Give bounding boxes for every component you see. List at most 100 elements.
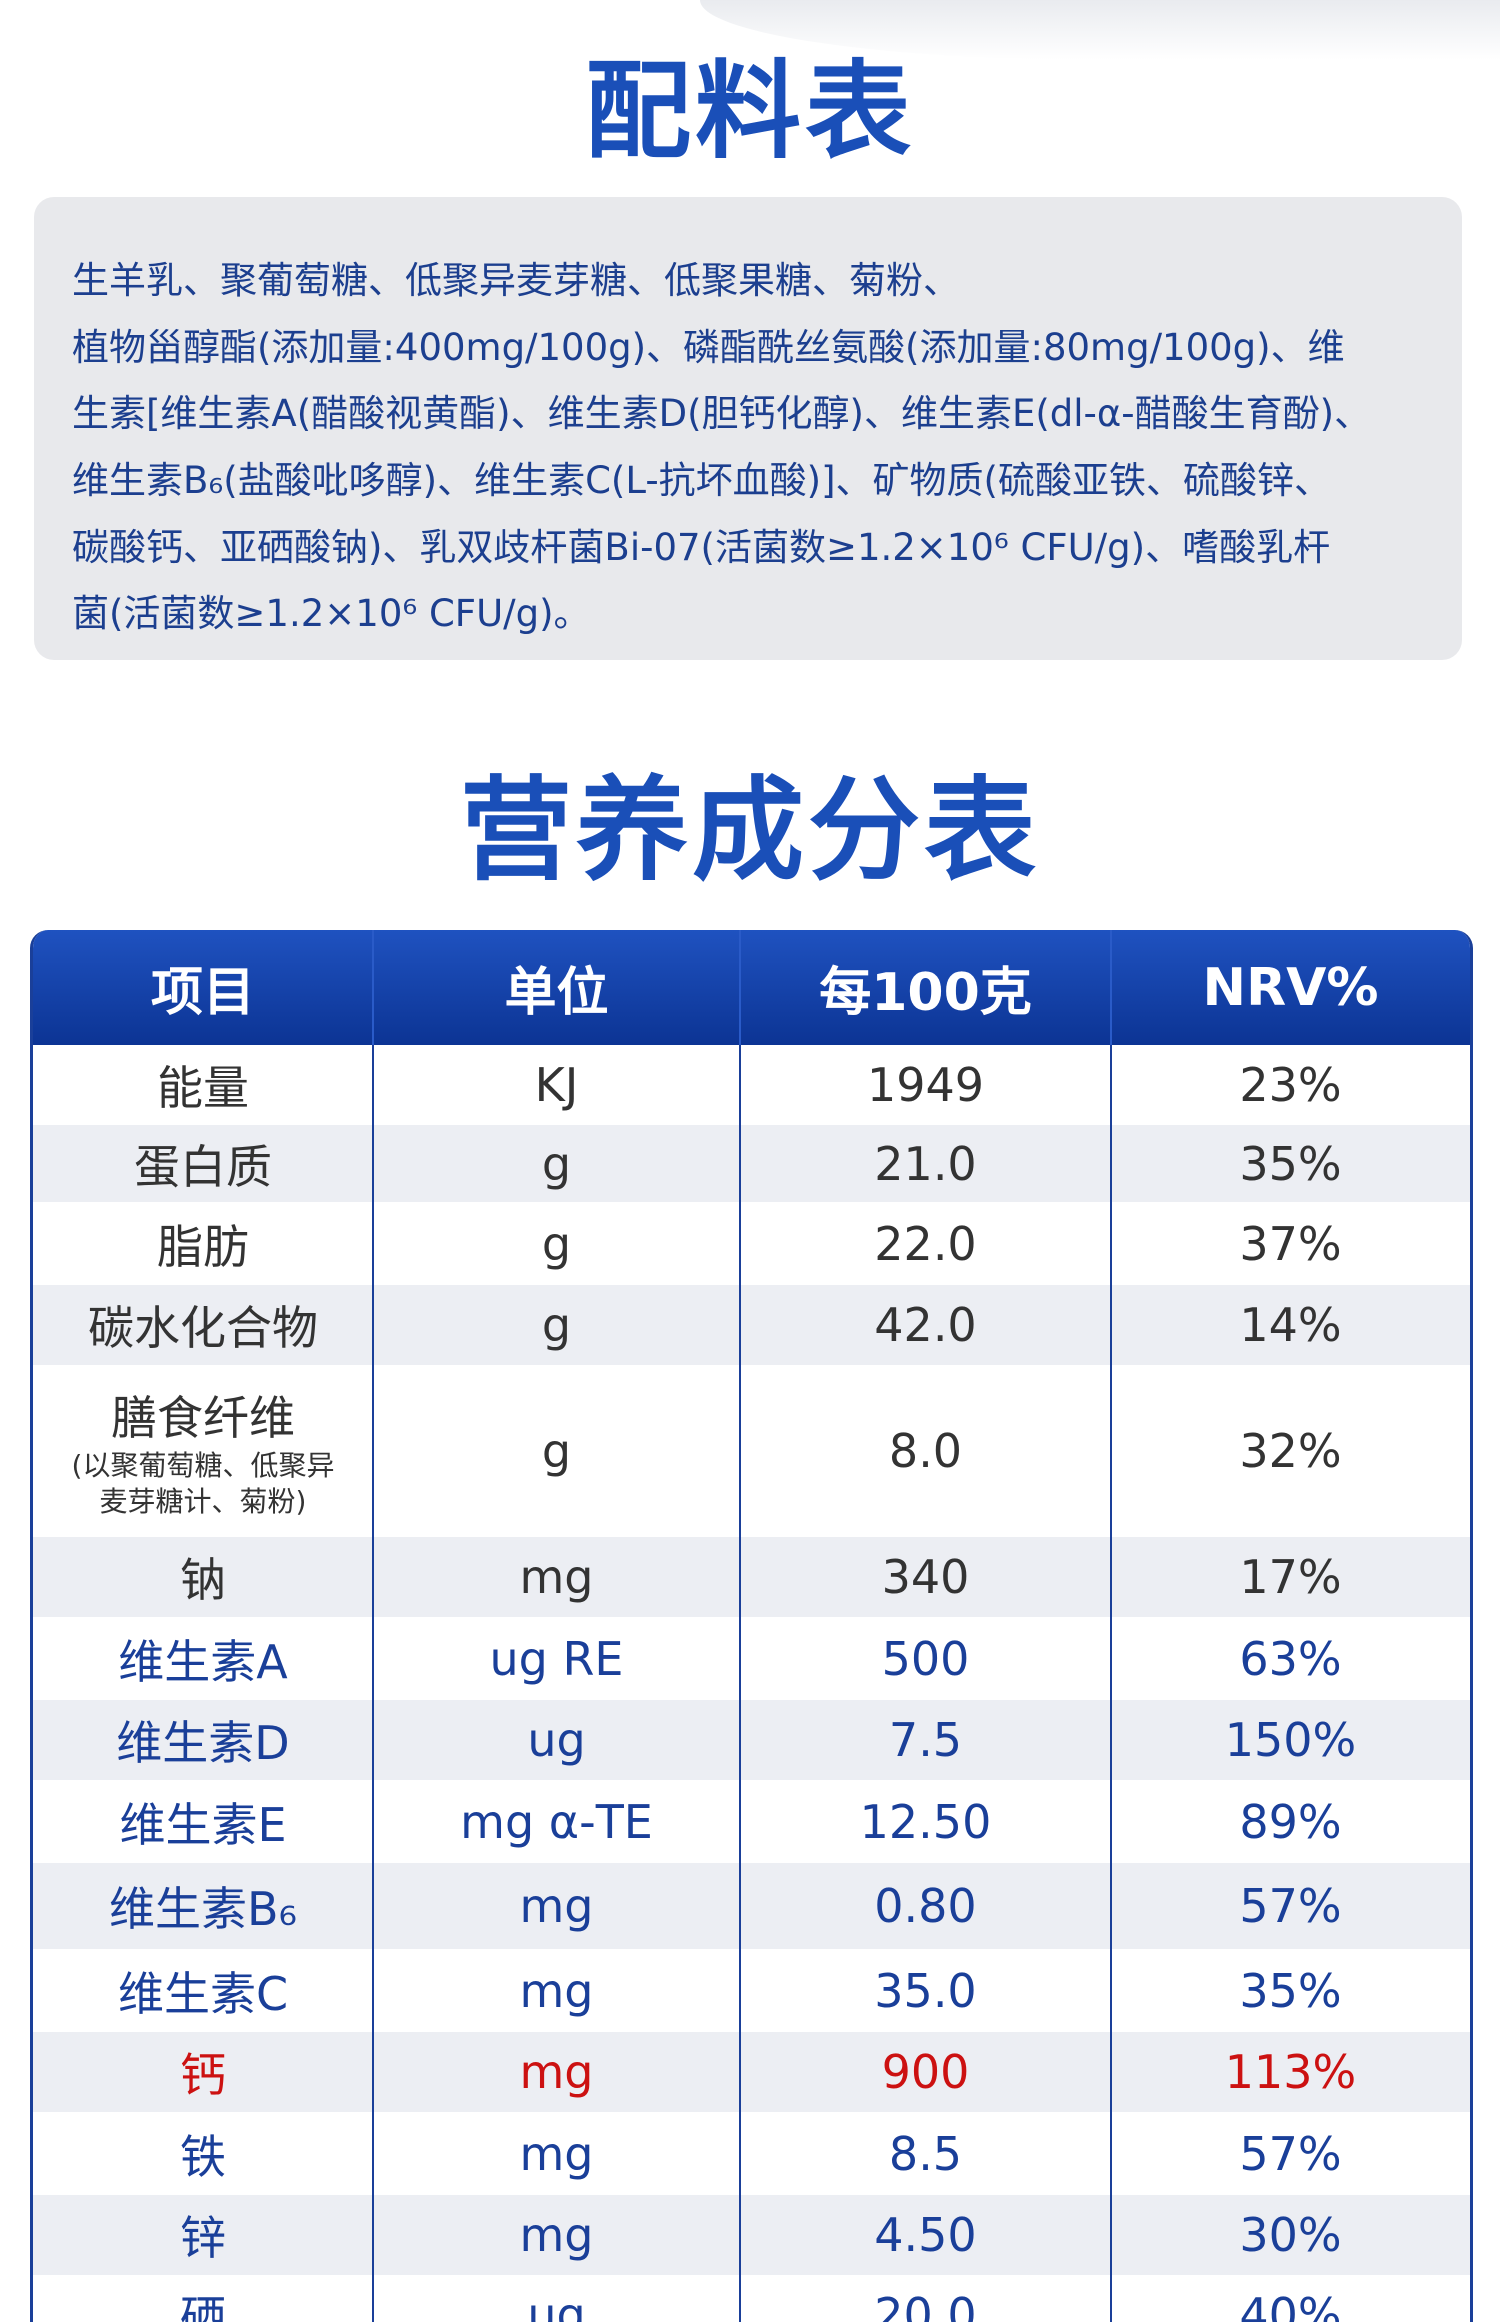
column-divider — [372, 2032, 374, 2112]
cell-note: (以聚葡萄糖、低聚异麦芽糖计、菊粉) — [71, 1449, 335, 1518]
table-cell: 7.5 — [740, 1700, 1111, 1780]
cell-text: 能量 — [157, 1061, 249, 1115]
table-cell: mg — [373, 1949, 740, 2032]
table-cell: 37% — [1111, 1202, 1470, 1285]
table-cell: 57% — [1111, 2112, 1470, 2195]
table-cell: 35% — [1111, 1949, 1470, 2032]
cell-text: mg — [519, 1879, 594, 1933]
cell-text: 12.50 — [859, 1794, 992, 1849]
cell-text: 钙 — [180, 2048, 226, 2102]
column-divider — [372, 1365, 374, 1537]
cell-text: mg — [519, 1550, 594, 1604]
table-cell: mg — [373, 2195, 740, 2275]
cell-text: 20.0 — [874, 2288, 977, 2322]
cell-text: 57% — [1239, 1879, 1342, 1933]
cell-text: 42.0 — [874, 1298, 977, 1352]
column-divider — [1110, 1202, 1112, 1285]
cell-text: 57% — [1239, 2126, 1342, 2181]
column-divider — [1110, 1863, 1112, 1949]
nutrition-title: 营养成分表 — [460, 766, 1040, 896]
cell-text: mg — [519, 2208, 594, 2262]
cell-text: 4.50 — [874, 2208, 977, 2262]
cell-text: 37% — [1239, 1216, 1342, 1271]
cell-text: 900 — [881, 2045, 970, 2099]
cell-text: 150% — [1224, 1713, 1357, 1767]
table-cell: mg — [373, 1537, 740, 1617]
column-divider — [1110, 1285, 1112, 1365]
table-row: 维生素E mg α-TE 12.50 89% — [33, 1780, 1470, 1863]
cell-text: ug RE — [489, 1631, 624, 1686]
table-cell: 40% — [1111, 2275, 1470, 2322]
column-divider — [1110, 1537, 1112, 1617]
column-divider — [739, 2195, 741, 2275]
cell-text: 8.5 — [888, 2126, 963, 2181]
table-cell: 钙 — [33, 2032, 373, 2112]
column-divider — [372, 1202, 374, 1285]
table-cell: 维生素A — [33, 1617, 373, 1700]
table-cell: 膳食纤维 (以聚葡萄糖、低聚异麦芽糖计、菊粉) — [33, 1365, 373, 1537]
column-divider — [1110, 2112, 1112, 2195]
column-divider — [1110, 2275, 1112, 2322]
cell-text: 蛋白质 — [134, 1139, 272, 1194]
table-cell: 150% — [1111, 1700, 1470, 1780]
cell-text: 铁 — [180, 2129, 226, 2184]
table-cell: 23% — [1111, 1045, 1470, 1125]
cell-text: g — [541, 1136, 572, 1191]
ingredients-box — [34, 197, 1462, 660]
cell-text: 340 — [881, 1550, 970, 1604]
cell-text: 89% — [1239, 1794, 1342, 1849]
table-row: 锌 mg 4.50 30% — [33, 2195, 1470, 2275]
table-cell: 500 — [740, 1617, 1111, 1700]
column-divider — [372, 2275, 374, 2322]
cell-text: 钠 — [180, 1553, 226, 1607]
column-divider — [1110, 1617, 1112, 1700]
table-cell: 1949 — [740, 1045, 1111, 1125]
cell-text: 14% — [1239, 1298, 1342, 1352]
column-divider — [739, 1285, 741, 1365]
table-cell: ug RE — [373, 1617, 740, 1700]
table-cell: 硒 — [33, 2275, 373, 2322]
column-divider — [1110, 1700, 1112, 1780]
cell-text: g — [541, 1216, 572, 1271]
column-header: 每100克 — [740, 930, 1111, 1045]
column-divider — [739, 2275, 741, 2322]
column-divider — [372, 1780, 374, 1863]
table-cell: 20.0 — [740, 2275, 1111, 2322]
table-cell: g — [373, 1202, 740, 1285]
cell-text: mg α-TE — [460, 1794, 653, 1849]
table-cell: 铁 — [33, 2112, 373, 2195]
table-cell: 35.0 — [740, 1949, 1111, 2032]
cell-text: mg — [519, 2126, 594, 2181]
table-cell: 锌 — [33, 2195, 373, 2275]
table-cell: g — [373, 1125, 740, 1202]
column-divider — [372, 1537, 374, 1617]
table-cell: 0.80 — [740, 1863, 1111, 1949]
column-divider — [1110, 1949, 1112, 2032]
table-row: 维生素B₆ mg 0.80 57% — [33, 1863, 1470, 1949]
column-header: 单位 — [373, 930, 740, 1045]
column-divider — [739, 1045, 741, 1125]
table-cell: 维生素D — [33, 1700, 373, 1780]
column-divider — [1110, 1365, 1112, 1537]
table-cell: 维生素E — [33, 1780, 373, 1863]
cell-text: mg — [519, 2045, 594, 2099]
cell-text: g — [541, 1424, 572, 1478]
column-divider — [739, 1780, 741, 1863]
cell-text: 30% — [1239, 2208, 1342, 2262]
table-row: 蛋白质 g 21.0 35% — [33, 1125, 1470, 1202]
table-cell: 12.50 — [740, 1780, 1111, 1863]
table-row: 脂肪 g 22.0 37% — [33, 1202, 1470, 1285]
column-divider — [1110, 1125, 1112, 1202]
cell-text: 63% — [1239, 1631, 1342, 1686]
column-divider — [739, 1949, 741, 2032]
nutrition-table: 项目 单位 每100克 NRV% 能量 KJ 1949 23% 蛋白质 g 21.0 35% 脂肪 g 22… — [30, 930, 1473, 2322]
table-cell: 30% — [1111, 2195, 1470, 2275]
cell-text: ug — [527, 1713, 586, 1767]
table-cell: 维生素B₆ — [33, 1863, 373, 1949]
table-cell: 碳水化合物 — [33, 1285, 373, 1365]
cell-text: 35% — [1239, 1136, 1342, 1191]
column-divider — [372, 1863, 374, 1949]
cell-text: 113% — [1224, 2045, 1357, 2099]
column-divider — [739, 1863, 741, 1949]
table-row: 钙 mg 900 113% — [33, 2032, 1470, 2112]
